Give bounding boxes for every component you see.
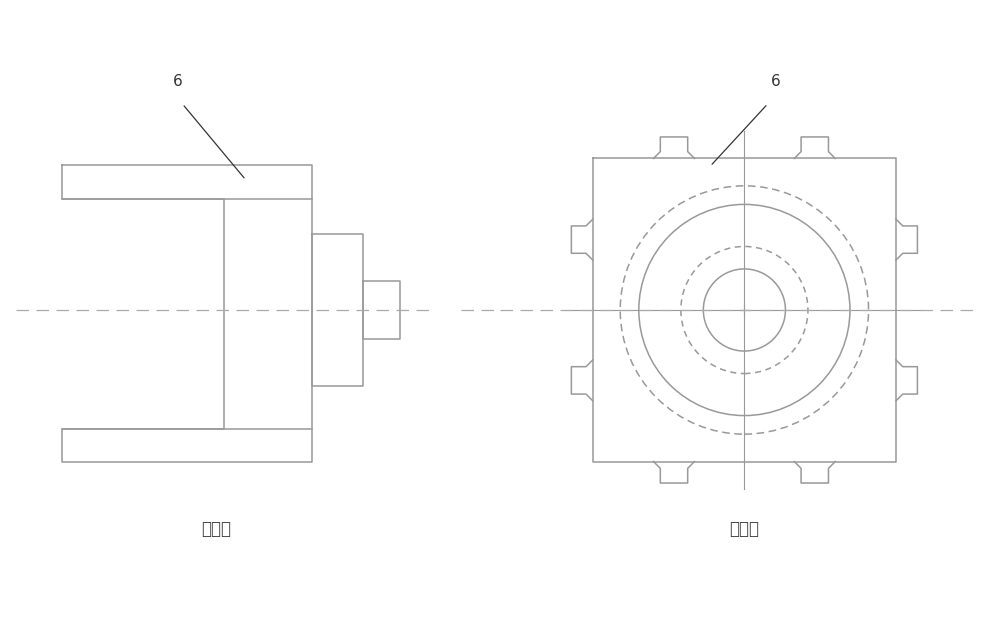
- Text: 6: 6: [771, 74, 781, 89]
- Text: （ｂ）: （ｂ）: [729, 520, 759, 538]
- Text: （ａ）: （ａ）: [202, 520, 232, 538]
- Text: 6: 6: [173, 74, 182, 89]
